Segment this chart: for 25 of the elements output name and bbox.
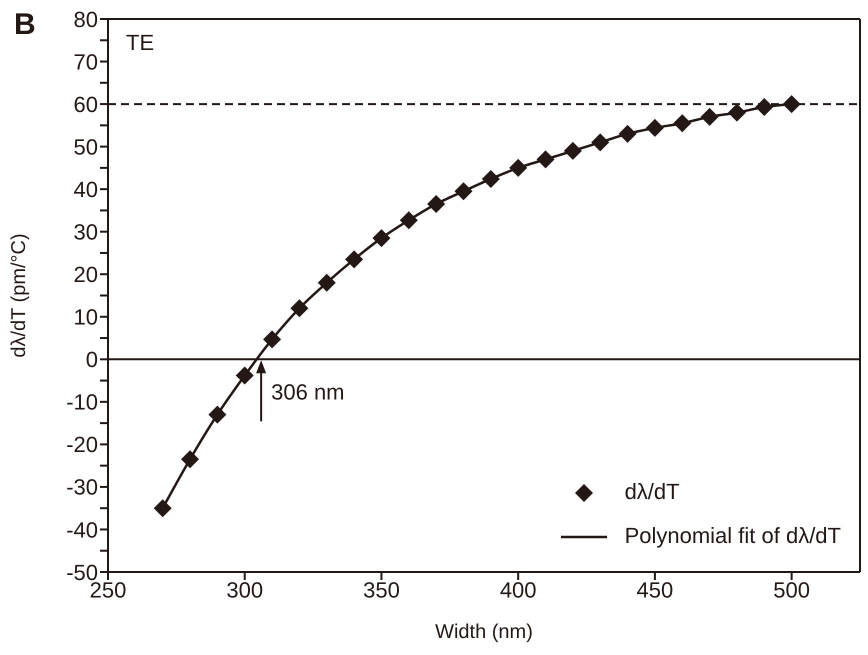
y-axis-title: dλ/dT (pm/°C) bbox=[8, 233, 30, 358]
x-axis-title: Width (nm) bbox=[435, 621, 533, 643]
y-tick-label: 0 bbox=[86, 347, 98, 372]
y-tick-label: 20 bbox=[74, 262, 98, 288]
x-tick-label: 500 bbox=[773, 578, 810, 603]
y-tick-label: 50 bbox=[74, 134, 98, 160]
y-tick-label: -10 bbox=[66, 390, 98, 415]
y-tick-label: -40 bbox=[66, 517, 98, 542]
y-tick-label: -30 bbox=[66, 474, 98, 500]
legend-label: Polynomial fit of dλ/dT bbox=[624, 523, 841, 548]
y-tick-label: 60 bbox=[74, 92, 98, 117]
x-tick-label: 300 bbox=[226, 578, 264, 603]
x-tick-label: 400 bbox=[500, 578, 537, 603]
annotation: 306 nm bbox=[271, 379, 345, 404]
y-tick-label: 40 bbox=[74, 176, 98, 202]
y-tick-label: 10 bbox=[74, 304, 98, 330]
x-tick-label: 450 bbox=[636, 578, 674, 603]
annotation: TE bbox=[126, 30, 154, 56]
x-tick-label: 350 bbox=[363, 578, 400, 603]
y-tick-label: 30 bbox=[74, 220, 98, 244]
y-tick-label: 70 bbox=[74, 49, 98, 74]
y-tick-label: -20 bbox=[66, 432, 98, 458]
y-tick-label: 80 bbox=[74, 6, 98, 32]
text: B bbox=[14, 8, 36, 42]
legend-label: dλ/dT bbox=[624, 479, 680, 504]
